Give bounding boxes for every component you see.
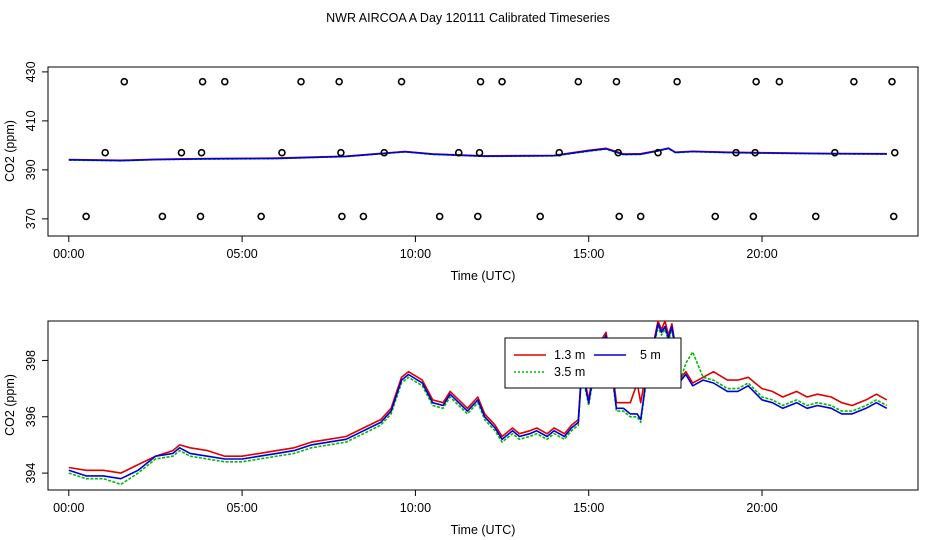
- top-calibration-point: [476, 77, 485, 86]
- top-calibration-point: [555, 148, 564, 157]
- top-calibration-point: [380, 148, 389, 157]
- bottom-y-ticks: 394 396 398: [24, 350, 48, 484]
- legend-label-1-3m: 1.3 m: [554, 348, 585, 362]
- top-calibration-point: [338, 212, 346, 221]
- top-calibration-point: [337, 148, 345, 157]
- top-calibration-point: [673, 77, 681, 86]
- bottom-series-line-3-5m: [68, 325, 888, 486]
- top-calibration-point: [775, 77, 784, 86]
- top-calibration-point: [536, 212, 544, 221]
- top-calibration-point: [120, 77, 129, 86]
- top-calibration-point: [82, 212, 90, 221]
- top-calibration-point: [101, 148, 109, 157]
- bottom-panel: Time (UTC) CO2 (ppm) 00:00 05:00 10:00 15:0…: [3, 320, 919, 537]
- bottom-x-axis-label: Time (UTC): [451, 523, 516, 537]
- top-calibration-point: [890, 148, 899, 157]
- bottom-series-line-1-3m: [68, 320, 888, 474]
- top-calibration-point: [574, 77, 583, 86]
- bottom-series-line-5m: [68, 322, 888, 480]
- top-calibration-point: [177, 148, 186, 157]
- top-calibration-point: [749, 212, 758, 221]
- top-calibration-point: [612, 77, 621, 86]
- top-calibration-point: [454, 148, 463, 157]
- legend: 1.3 m 3.5 m 5 m: [504, 337, 682, 389]
- top-calibration-point: [197, 148, 206, 157]
- top-calibration-point: [889, 212, 898, 221]
- top-y-ticks: 370 390 410 430: [24, 61, 48, 229]
- bottom-y-tick-label: 398: [24, 350, 38, 371]
- top-calibration-point: [359, 212, 368, 221]
- top-panel: Time (UTC) CO2 (ppm) 00:00 05:00 10:00 15:0…: [3, 61, 919, 283]
- bottom-x-ticks: 00:00 05:00 10:00 15:00 20:00: [53, 490, 778, 515]
- top-x-tick-label: 20:00: [746, 247, 777, 261]
- top-calibration-point: [614, 148, 622, 157]
- top-calibration-point: [158, 212, 167, 221]
- top-calibration-point: [278, 148, 286, 157]
- top-calibration-point: [711, 212, 720, 221]
- top-y-tick-label: 370: [24, 208, 38, 229]
- bottom-x-tick-label: 20:00: [746, 501, 777, 515]
- top-calibration-point: [831, 148, 839, 157]
- top-x-ticks: 00:00 05:00 10:00 15:00 20:00: [53, 236, 778, 261]
- top-calibration-point: [435, 212, 444, 221]
- top-calibration-point: [220, 77, 229, 86]
- bottom-series: [68, 320, 888, 486]
- top-x-tick-label: 15:00: [573, 247, 604, 261]
- top-calibration-point: [636, 212, 645, 221]
- bottom-plot-frame: [47, 320, 919, 491]
- top-calibration-point: [811, 212, 820, 221]
- top-series: [68, 147, 887, 162]
- top-calibration-point: [615, 212, 624, 221]
- bottom-x-tick-label: 15:00: [573, 501, 604, 515]
- top-calibration-point: [732, 148, 740, 157]
- top-calibration-point: [475, 148, 484, 157]
- top-x-tick-label: 00:00: [53, 247, 84, 261]
- top-plot-frame: [47, 66, 919, 237]
- top-calibration-markers: [82, 77, 899, 221]
- top-y-tick-label: 390: [24, 159, 38, 180]
- top-calibration-point: [498, 77, 506, 86]
- top-x-tick-label: 10:00: [400, 247, 431, 261]
- bottom-y-tick-label: 396: [24, 406, 38, 427]
- legend-label-5m: 5 m: [640, 348, 661, 362]
- bottom-x-tick-label: 00:00: [53, 501, 84, 515]
- top-calibration-point: [751, 148, 759, 157]
- top-calibration-point: [198, 77, 207, 86]
- top-y-tick-label: 410: [24, 110, 38, 131]
- top-calibration-point: [335, 77, 343, 86]
- top-calibration-point: [888, 77, 896, 86]
- top-y-tick-label: 430: [24, 61, 38, 82]
- top-series-line-5m: [68, 147, 887, 162]
- legend-label-3-5m: 3.5 m: [554, 365, 585, 379]
- bottom-y-axis-label: CO2 (ppm): [3, 374, 17, 436]
- bottom-x-tick-label: 10:00: [400, 501, 431, 515]
- bottom-y-tick-label: 394: [24, 463, 38, 484]
- top-calibration-point: [474, 212, 482, 221]
- top-x-tick-label: 05:00: [226, 247, 257, 261]
- top-x-axis-label: Time (UTC): [451, 269, 516, 283]
- top-calibration-point: [196, 212, 205, 221]
- legend-box: [504, 337, 682, 389]
- figure-title: NWR AIRCOA A Day 120111 Calibrated Times…: [326, 11, 610, 25]
- top-calibration-point: [752, 77, 760, 86]
- top-y-axis-label: CO2 (ppm): [3, 120, 17, 182]
- top-calibration-point: [397, 77, 406, 86]
- bottom-x-tick-label: 05:00: [226, 501, 257, 515]
- top-calibration-point: [297, 77, 305, 86]
- top-calibration-point: [850, 77, 858, 86]
- top-calibration-point: [257, 212, 265, 221]
- top-calibration-point: [654, 148, 662, 157]
